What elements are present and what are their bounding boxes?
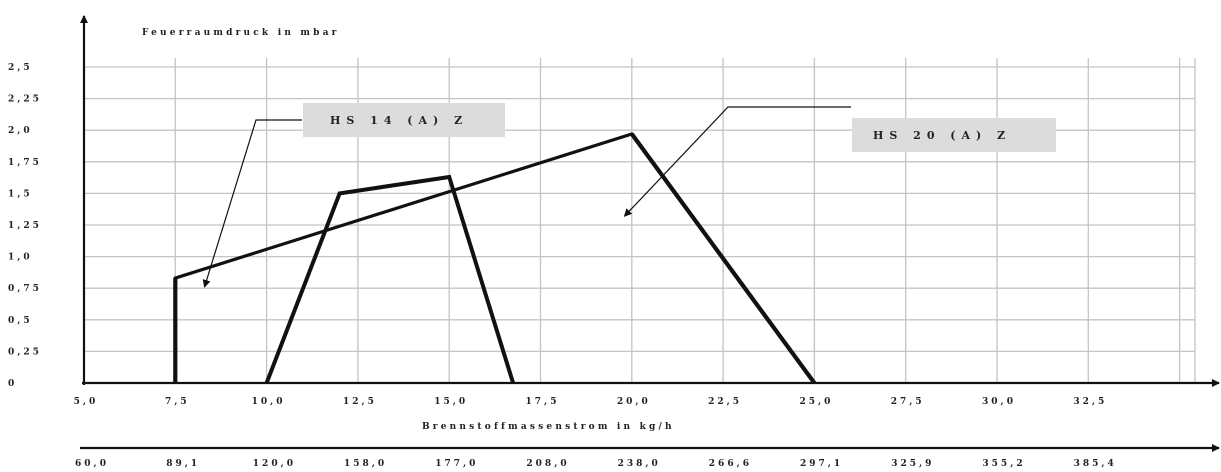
y-tick-label: 0 — [8, 379, 17, 389]
y-tick-label: 0,75 — [8, 284, 42, 294]
secondary-x-tick-label: 355,2 — [982, 459, 1025, 469]
x-tick-labels: 5,0 7,5 10,0 12,5 15,0 17,5 20,0 22,5 25,0 27,5 30… — [74, 397, 1107, 407]
x-tick-label: 5,0 — [74, 397, 99, 407]
y-tick-label: 1,5 — [8, 189, 33, 199]
x-tick-label: 30,0 — [982, 397, 1016, 407]
callout-arrow — [202, 119, 302, 288]
annotations: HS 14 (A) Z HS 20 (A) Z — [202, 103, 1056, 288]
secondary-x-tick-label: 60,0 — [75, 459, 109, 469]
y-tick-label: 1,0 — [8, 253, 33, 263]
x-tick-label: 15,0 — [434, 397, 468, 407]
y-tick-label: 2,25 — [8, 95, 42, 105]
x-tick-label: 25,0 — [799, 397, 833, 407]
x-tick-label: 20,0 — [617, 397, 651, 407]
secondary-x-tick-label: 208,0 — [526, 459, 569, 469]
secondary-x-tick-label: 177,0 — [435, 459, 478, 469]
y-tick-label: 1,75 — [8, 158, 42, 168]
secondary-x-tick-label: 385,4 — [1074, 459, 1117, 469]
secondary-x-tick-label: 89,1 — [166, 459, 200, 469]
x-tick-label: 22,5 — [708, 397, 742, 407]
y-tick-label: 1,25 — [8, 221, 42, 231]
legend-label: HS 14 (A) Z — [330, 114, 468, 127]
x-tick-label: 27,5 — [891, 397, 925, 407]
secondary-x-tick-label: 266,6 — [709, 459, 752, 469]
data-series — [173, 132, 817, 385]
y-tick-label: 2,5 — [8, 63, 33, 73]
x-tick-label: 7,5 — [165, 397, 190, 407]
x-tick-label: 17,5 — [526, 397, 560, 407]
secondary-x-tick-label: 325,9 — [891, 459, 934, 469]
x-axis-title: Brennstoffmassenstrom in kg/h — [422, 422, 675, 432]
x-tick-label: 32,5 — [1073, 397, 1107, 407]
legend-box — [303, 103, 505, 137]
gridlines — [84, 58, 1196, 383]
callout-arrow — [623, 106, 851, 217]
secondary-x-tick-label: 238,0 — [618, 459, 661, 469]
axes — [80, 15, 1220, 452]
secondary-x-tick-label: 120,0 — [253, 459, 296, 469]
secondary-x-tick-labels: 60,0 89,1 120,0 158,0 177,0 208,0 238,0 266,6 29… — [75, 459, 1117, 469]
legend-box — [852, 118, 1056, 152]
series-line — [173, 132, 816, 384]
x-tick-label: 12,5 — [343, 397, 377, 407]
y-tick-label: 2,0 — [8, 126, 33, 136]
y-tick-label: 0,25 — [8, 347, 42, 357]
legend-label: HS 20 (A) Z — [873, 129, 1011, 142]
y-tick-label: 0,5 — [8, 316, 33, 326]
y-axis-title: Feuerraumdruck in mbar — [142, 28, 340, 38]
x-tick-label: 10,0 — [252, 397, 286, 407]
secondary-x-tick-label: 297,1 — [800, 459, 843, 469]
series-line — [264, 174, 516, 384]
y-tick-labels: 0 0,25 0,5 0,75 1,0 1,25 1,5 1,75 2,0 2,25 2,5 — [8, 63, 42, 389]
secondary-x-tick-label: 158,0 — [344, 459, 387, 469]
